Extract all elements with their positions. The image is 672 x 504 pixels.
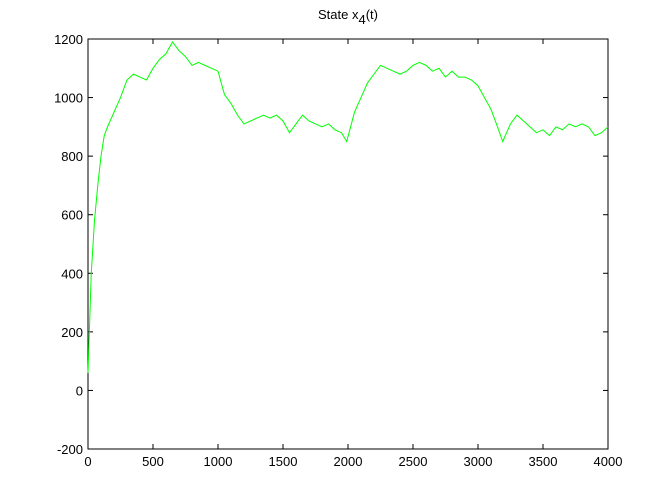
y-tick-label: 200	[61, 325, 83, 340]
title-suffix: (t)	[366, 7, 378, 22]
y-tick-label: 1000	[54, 91, 83, 106]
x-tick-label: 3500	[529, 454, 558, 469]
y-tick-label: 400	[61, 266, 83, 281]
y-tick-label: 800	[61, 149, 83, 164]
x-tick-label: 2500	[399, 454, 428, 469]
plot-frame	[87, 38, 609, 450]
chart-title: State x4(t)	[318, 7, 378, 27]
y-tick-label: -200	[57, 442, 83, 457]
title-subscript: 4	[358, 12, 365, 27]
x-tick-label: 1000	[204, 454, 233, 469]
x-tick-label: 4000	[594, 454, 623, 469]
x-tick-label: 500	[142, 454, 164, 469]
x-tick-label: 3000	[464, 454, 493, 469]
y-tick-label: 600	[61, 208, 83, 223]
x-tick-label: 0	[84, 454, 91, 469]
x-tick-label: 2000	[334, 454, 363, 469]
data-line	[87, 41, 609, 373]
y-tick-label: 0	[76, 383, 83, 398]
title-main: State x	[318, 7, 359, 22]
y-tick-label: 1200	[54, 32, 83, 47]
x-tick-label: 1500	[269, 454, 298, 469]
